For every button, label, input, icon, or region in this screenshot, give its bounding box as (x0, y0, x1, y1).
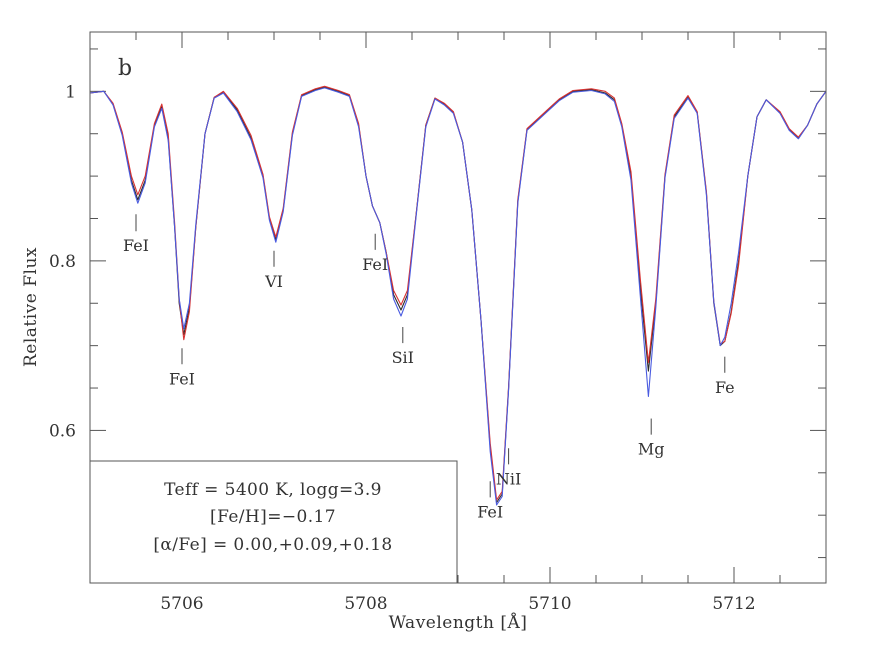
x-axis-title: Wavelength [Å] (389, 612, 528, 633)
info-line-teff: Teff = 5400 K, logg=3.9 (164, 480, 382, 500)
panel-label: b (118, 56, 132, 81)
line-label-text: FeI (169, 369, 195, 388)
x-tick-label: 5712 (712, 594, 755, 614)
x-tick-label: 5710 (528, 594, 571, 614)
plot-frame (89, 31, 827, 584)
info-box-frame (89, 460, 458, 584)
line-label-text: VI (264, 272, 283, 291)
info-line-alpha: [α/Fe] = 0.00,+0.09,+0.18 (153, 535, 392, 555)
line-label-text: NiI (496, 469, 521, 488)
line-label-text: SiI (392, 348, 414, 367)
y-axis-title: Relative Flux (21, 247, 41, 367)
y-tick-label: 0.8 (49, 252, 76, 272)
line-label-text: FeI (123, 236, 149, 255)
line-label-text: FeI (477, 502, 503, 521)
x-tick-label: 5706 (160, 594, 203, 614)
series-line-2 (89, 85, 827, 501)
spectral-line-labels: FeI FeI VI FeI SiI FeI NiI Mg Fe (123, 214, 735, 521)
y-tick-label: 0.6 (49, 421, 76, 441)
line-label-text: Fe (715, 378, 735, 397)
series-lines (89, 85, 827, 506)
info-box: Teff = 5400 K, logg=3.9 [Fe/H]=−0.17 [α/… (89, 460, 458, 584)
x-tick-label: 5708 (344, 594, 387, 614)
series-line-3 (89, 87, 827, 506)
y-tick-label: 1 (65, 82, 76, 102)
series-line-1 (89, 86, 827, 504)
line-label-text: FeI (362, 255, 388, 274)
info-line-feh: [Fe/H]=−0.17 (210, 507, 336, 527)
line-label-text: Mg (638, 440, 665, 459)
